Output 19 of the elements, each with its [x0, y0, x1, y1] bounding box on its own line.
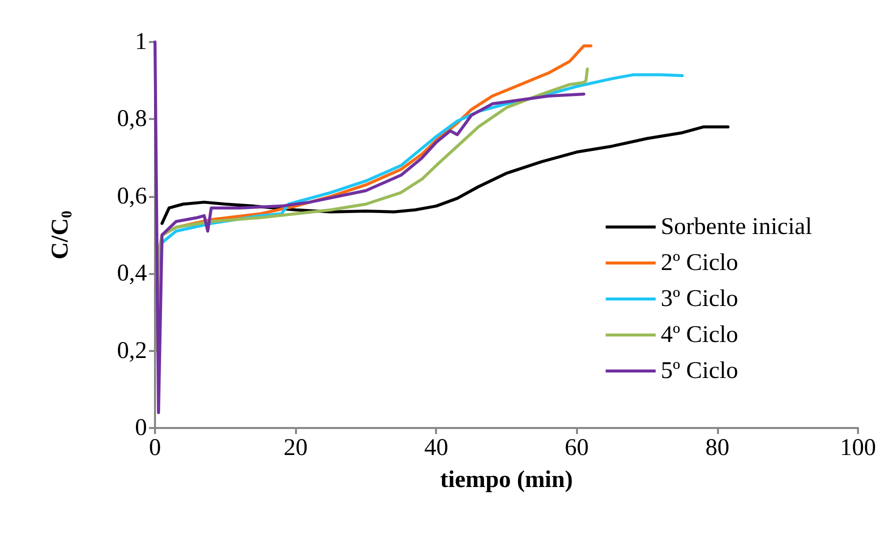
y-tick-label: 0,8	[117, 106, 147, 132]
x-tick-label: 40	[424, 435, 448, 461]
x-tick-label: 20	[284, 435, 308, 461]
legend-label: 4º Ciclo	[660, 322, 738, 348]
legend-label: Sorbente inicial	[660, 214, 812, 240]
y-axis-title: C/C0	[48, 210, 76, 260]
legend-label: 2º Ciclo	[660, 250, 738, 276]
x-axis-title: tiempo (min)	[440, 467, 573, 493]
y-tick-label: 0,6	[117, 183, 147, 210]
x-tick-label: 100	[840, 435, 876, 461]
line-series	[154, 40, 586, 414]
x-tick-label: 80	[705, 435, 730, 461]
y-tick-label: 0	[135, 415, 147, 441]
y-tick-label: 0,2	[117, 338, 147, 364]
legend-label: 5º Ciclo	[660, 358, 738, 384]
legend-label: 3º Ciclo	[660, 286, 738, 312]
y-tick-label: 0,4	[117, 260, 147, 287]
y-tick-label: 1	[135, 29, 147, 55]
x-tick-label: 60	[564, 435, 589, 461]
